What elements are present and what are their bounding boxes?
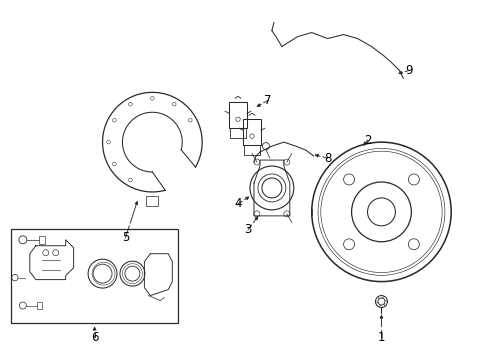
Text: 4: 4 (234, 197, 241, 210)
Text: 8: 8 (324, 152, 331, 165)
Bar (11, 229, 178, 323)
Text: 3: 3 (244, 223, 251, 236)
Bar (229, 128, 245, 138)
Bar (244, 145, 260, 155)
Bar (243, 119, 261, 145)
Bar (39, 236, 45, 244)
Text: 1: 1 (377, 331, 385, 344)
Text: 6: 6 (91, 331, 98, 344)
Text: 9: 9 (405, 64, 412, 77)
Bar (228, 102, 246, 128)
Text: 7: 7 (264, 94, 271, 107)
Bar (146, 196, 158, 206)
Text: 5: 5 (122, 231, 129, 244)
Text: 2: 2 (363, 134, 370, 147)
Bar (37, 302, 42, 310)
